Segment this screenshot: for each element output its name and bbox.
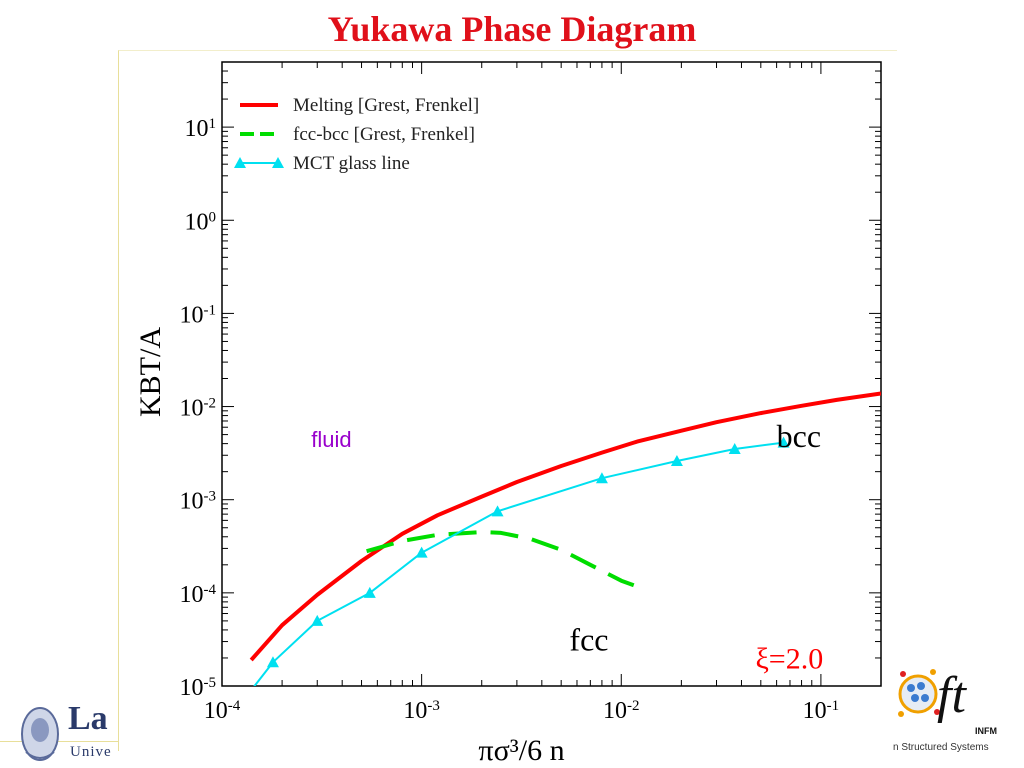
slide-title: Yukawa Phase Diagram [327, 9, 697, 49]
y-axis-label: KBT/A [134, 327, 167, 417]
series-line-1 [366, 530, 645, 591]
legend-marker [234, 157, 246, 168]
x-axis-label: πσ³/6 n [478, 734, 564, 767]
annotation-2: fcc [569, 622, 608, 658]
annotation-3: ξ=2.0 [755, 642, 823, 675]
y-tick-label: 10-1 [180, 302, 217, 328]
crest-icon [21, 707, 59, 761]
y-tick-label: 100 [185, 209, 217, 235]
series-line-2 [253, 441, 784, 686]
series-line-0 [249, 391, 881, 662]
soft-infm-logo: ft INFM n Structured Systems [893, 652, 1024, 768]
data-point-marker [670, 455, 683, 467]
data-point-marker [363, 586, 376, 598]
logo-left-text: La [68, 700, 108, 737]
data-point-marker [266, 656, 279, 668]
data-point-marker [777, 436, 790, 448]
legend-label-1: fcc-bcc [Grest, Frenkel] [293, 124, 475, 145]
legend-label-2: MCT glass line [293, 153, 410, 174]
data-point-marker [415, 546, 428, 558]
y-tick-label: 10-4 [180, 582, 217, 608]
university-logo: La Unive [18, 700, 128, 768]
logo-right-subtext: INFM [975, 726, 997, 736]
y-tick-label: 10-3 [180, 489, 217, 515]
logo-right-text: ft [937, 667, 966, 724]
y-tick-label: 10-2 [180, 396, 217, 422]
x-tick-label: 10-2 [603, 698, 640, 724]
data-point-marker [491, 505, 504, 517]
logo-right-tagline: n Structured Systems [893, 742, 989, 753]
axis-ticks [221, 61, 882, 687]
logo-left-subtext: Unive [70, 744, 112, 760]
chart-panel [118, 50, 897, 751]
data-point-marker [311, 614, 324, 626]
y-tick-label: 10-5 [180, 675, 217, 701]
x-tick-label: 10-3 [403, 698, 440, 724]
annotation-1: bcc [777, 418, 821, 454]
decorative-rule [0, 741, 118, 742]
legend-label-0: Melting [Grest, Frenkel] [293, 95, 479, 116]
x-tick-label: 10-4 [204, 698, 241, 724]
x-tick-label: 10-1 [803, 698, 840, 724]
legend-marker [272, 157, 284, 168]
data-point-marker [728, 443, 741, 455]
annotation-0: fluid [311, 427, 351, 452]
y-tick-label: 101 [185, 116, 217, 142]
legend: Melting [Grest, Frenkel] fcc-bcc [Grest, … [234, 95, 479, 174]
plot-frame [221, 61, 882, 687]
data-point-marker [595, 472, 608, 484]
particle-cluster-icon [898, 669, 940, 717]
